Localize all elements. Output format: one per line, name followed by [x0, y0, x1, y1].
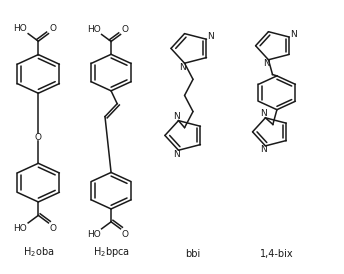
Text: bbi: bbi	[185, 249, 200, 259]
Text: HO: HO	[13, 24, 27, 33]
Text: 1,4-bix: 1,4-bix	[260, 249, 294, 259]
Text: O: O	[35, 133, 42, 141]
Text: HO: HO	[87, 230, 100, 239]
Text: N: N	[264, 59, 270, 68]
Text: N: N	[207, 32, 214, 41]
Text: O: O	[121, 230, 129, 239]
Text: N: N	[173, 150, 180, 159]
Text: N: N	[260, 109, 267, 118]
Text: N: N	[290, 30, 297, 39]
Text: N: N	[173, 112, 180, 121]
Text: HO: HO	[87, 25, 100, 34]
Text: HO: HO	[13, 224, 27, 233]
Text: N: N	[260, 145, 267, 155]
Text: O: O	[50, 24, 57, 33]
Text: O: O	[122, 25, 129, 34]
Text: H$_2$oba: H$_2$oba	[23, 245, 54, 259]
Text: O: O	[50, 224, 56, 233]
Text: H$_2$bpca: H$_2$bpca	[93, 245, 130, 259]
Text: N: N	[180, 63, 186, 72]
